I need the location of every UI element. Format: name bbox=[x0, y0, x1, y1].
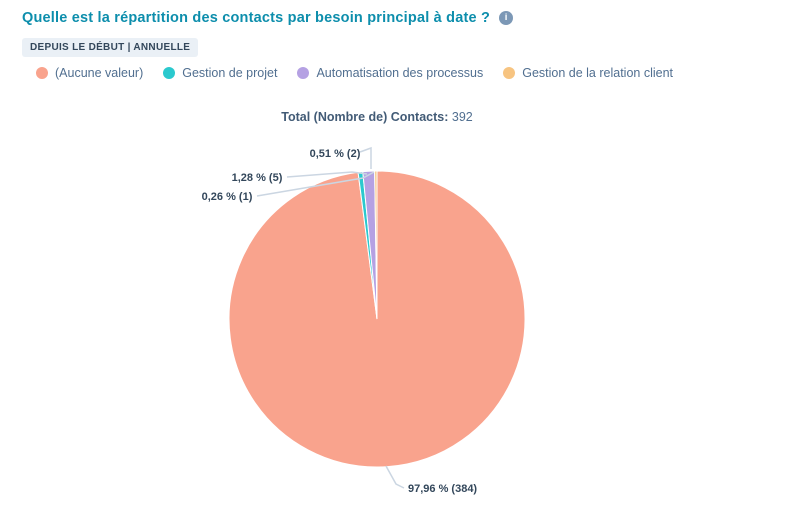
pie-data-label: 0,26 % (1) bbox=[202, 191, 253, 203]
chart-total-label: Total (Nombre de) Contacts: bbox=[281, 110, 449, 124]
legend-item-aucune-valeur[interactable]: (Aucune valeur) bbox=[36, 66, 143, 80]
label-connector bbox=[385, 465, 405, 489]
legend-label: Gestion de projet bbox=[182, 66, 278, 80]
legend-item-gestion-de-la-relation-client[interactable]: Gestion de la relation client bbox=[503, 66, 673, 80]
info-icon[interactable]: i bbox=[499, 11, 514, 25]
pie-data-label: 0,51 % (2) bbox=[310, 148, 361, 160]
label-connector bbox=[286, 171, 368, 178]
chart-legend: (Aucune valeur) Gestion de projet Automa… bbox=[36, 66, 673, 80]
legend-label: Gestion de la relation client bbox=[522, 66, 673, 80]
legend-dot-icon bbox=[36, 67, 48, 79]
pie-data-label: 97,96 % (384) bbox=[408, 483, 477, 495]
pie-data-label: 1,28 % (5) bbox=[232, 172, 283, 184]
label-connector bbox=[359, 146, 372, 169]
pie-slice-3[interactable] bbox=[374, 170, 378, 320]
legend-dot-icon bbox=[503, 67, 516, 79]
chart-total: Total (Nombre de) Contacts: 392 bbox=[0, 110, 754, 124]
legend-dot-icon bbox=[297, 67, 310, 79]
date-filter-badge: DEPUIS LE DÉBUT | ANNUELLE bbox=[22, 38, 199, 57]
report-header: Quelle est la répartition des contacts p… bbox=[22, 10, 514, 26]
legend-item-automatisation-des-processus[interactable]: Automatisation des processus bbox=[297, 66, 483, 80]
legend-label: (Aucune valeur) bbox=[55, 66, 144, 80]
legend-item-gestion-de-projet[interactable]: Gestion de projet bbox=[163, 66, 277, 80]
legend-dot-icon bbox=[163, 67, 176, 79]
label-connector bbox=[256, 171, 375, 197]
report-title[interactable]: Quelle est la répartition des contacts p… bbox=[22, 10, 491, 26]
chart-total-value: 392 bbox=[451, 110, 473, 124]
legend-label: Automatisation des processus bbox=[316, 66, 484, 80]
